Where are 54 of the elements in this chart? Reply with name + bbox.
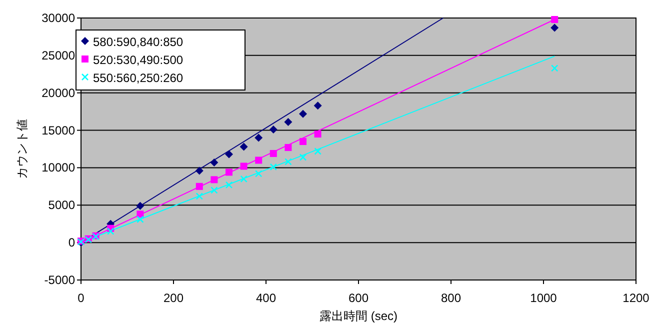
point bbox=[225, 181, 233, 189]
point bbox=[254, 170, 262, 178]
point bbox=[284, 158, 292, 166]
y-tick-label: 0 bbox=[68, 236, 76, 250]
point bbox=[255, 156, 262, 164]
y-tick-label: 10000 bbox=[42, 160, 76, 175]
point bbox=[270, 163, 278, 171]
x-tick-label: 1000 bbox=[530, 291, 558, 305]
point bbox=[136, 210, 144, 218]
legend-label: 520:530,490:500 bbox=[93, 53, 184, 67]
point bbox=[300, 138, 306, 146]
point bbox=[299, 110, 307, 118]
point bbox=[195, 166, 204, 175]
point bbox=[284, 144, 292, 152]
point bbox=[210, 176, 218, 184]
y-tick-label: 5000 bbox=[48, 198, 76, 212]
point bbox=[270, 150, 277, 157]
x-tick-label: 200 bbox=[163, 291, 184, 305]
point bbox=[314, 148, 322, 155]
x-tick-label: 400 bbox=[256, 291, 276, 305]
y-tick-label: 25000 bbox=[42, 48, 76, 62]
point bbox=[269, 126, 278, 134]
y-tick-label: 20000 bbox=[42, 86, 76, 100]
point bbox=[550, 64, 558, 72]
x-tick-label: 800 bbox=[440, 291, 462, 305]
point bbox=[136, 202, 144, 210]
point bbox=[106, 228, 114, 235]
x-tick-label: 1200 bbox=[622, 291, 650, 305]
point bbox=[210, 186, 218, 194]
y-axis-title: カウント値 bbox=[15, 119, 29, 179]
point bbox=[240, 142, 248, 151]
y-tick-label: 30000 bbox=[42, 11, 76, 25]
y-tick-label: -5000 bbox=[44, 273, 76, 287]
point bbox=[284, 118, 292, 126]
legend-label: 580:590,840:850 bbox=[93, 35, 184, 49]
point bbox=[299, 154, 307, 161]
x-tick-label: 0 bbox=[78, 291, 85, 305]
point bbox=[550, 24, 559, 32]
point bbox=[254, 134, 263, 142]
point bbox=[240, 175, 248, 183]
point bbox=[226, 168, 232, 176]
y-tick-label: 15000 bbox=[42, 123, 76, 138]
legend-label: 550:560,250:260 bbox=[93, 71, 184, 85]
point bbox=[314, 102, 322, 110]
x-axis-title: 露出時間 (sec) bbox=[320, 309, 398, 323]
x-tick-label: 600 bbox=[348, 291, 369, 305]
point bbox=[240, 162, 248, 170]
point bbox=[551, 16, 558, 23]
point bbox=[196, 192, 204, 200]
point bbox=[314, 130, 322, 138]
point bbox=[136, 216, 144, 224]
point bbox=[225, 150, 233, 158]
point bbox=[196, 182, 203, 190]
point bbox=[210, 158, 218, 166]
